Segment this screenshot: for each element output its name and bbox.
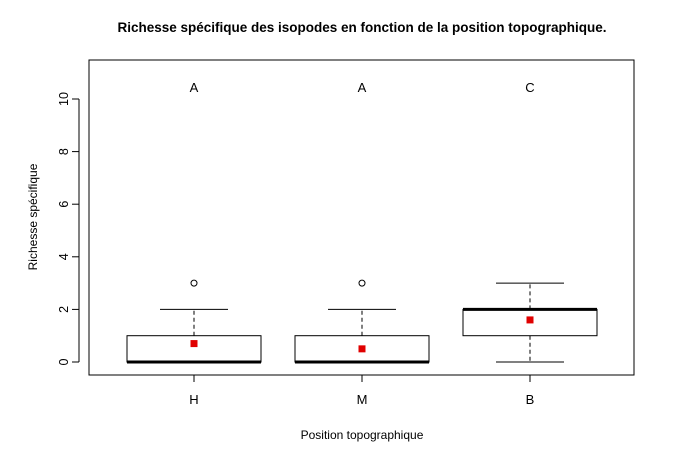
chart-title: Richesse spécifique des isopodes en fonc… bbox=[117, 20, 606, 35]
mean-marker bbox=[190, 340, 198, 348]
y-tick-label: 8 bbox=[57, 148, 71, 155]
x-tick-label: M bbox=[357, 392, 368, 407]
mean-marker bbox=[526, 316, 534, 324]
outlier-point bbox=[190, 279, 198, 287]
mean-marker bbox=[358, 345, 366, 353]
y-axis-label: Richesse spécifique bbox=[26, 163, 40, 270]
y-tick-label: 4 bbox=[57, 253, 71, 260]
outlier-point bbox=[358, 279, 366, 287]
box-H bbox=[126, 279, 262, 364]
x-axis-label: Position topographique bbox=[301, 428, 424, 442]
group-letter: A bbox=[190, 80, 199, 95]
box-iqr bbox=[126, 335, 262, 363]
boxes bbox=[126, 279, 598, 364]
y-tick-label: 10 bbox=[57, 92, 71, 106]
y-tick-label: 6 bbox=[57, 201, 71, 208]
box-B bbox=[462, 282, 598, 363]
group-letter: C bbox=[525, 80, 534, 95]
y-tick-label: 0 bbox=[57, 358, 71, 365]
box-M bbox=[294, 279, 430, 364]
x-tick-label: B bbox=[526, 392, 535, 407]
y-tick-label: 2 bbox=[57, 306, 71, 313]
group-letter: A bbox=[358, 80, 367, 95]
x-tick-label: H bbox=[189, 392, 198, 407]
y-axis: 0 2 4 6 8 10 bbox=[57, 92, 80, 365]
